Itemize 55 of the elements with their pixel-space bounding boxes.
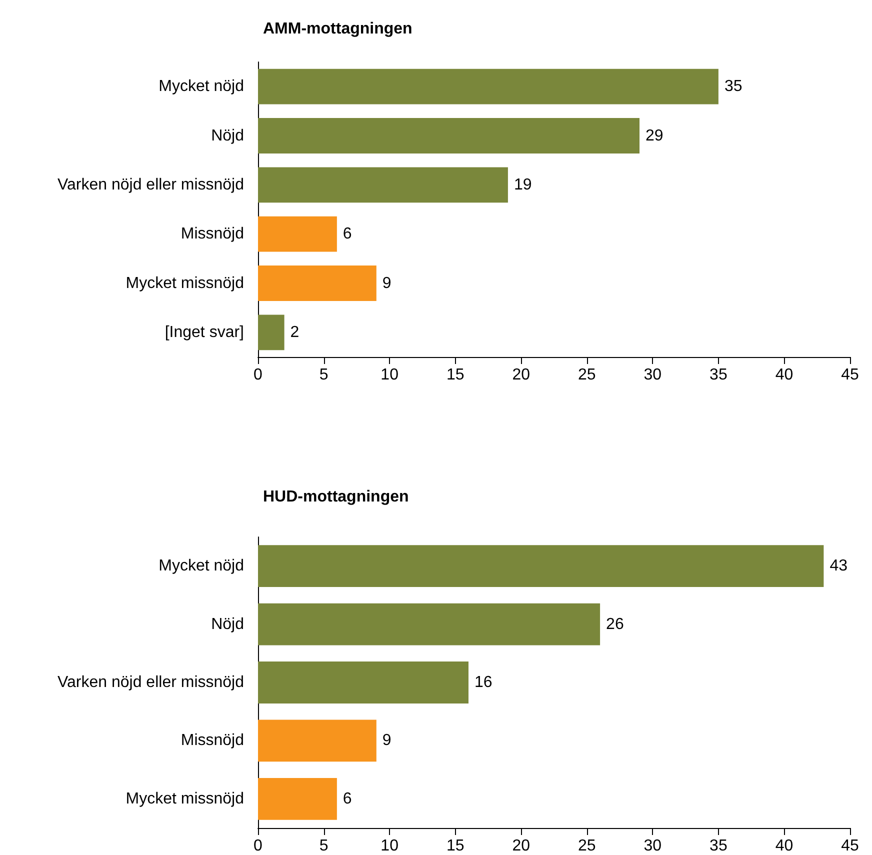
x-tick-label: 30	[644, 838, 662, 854]
x-tick-label: 10	[380, 838, 399, 854]
bar	[258, 68, 718, 104]
x-tick-label: 25	[578, 838, 596, 854]
data-label: 6	[342, 790, 352, 808]
data-label: 6	[342, 226, 352, 243]
y-tick-label: Mycket missnöjd	[126, 274, 244, 292]
x-tick-label: 25	[578, 366, 596, 384]
chart-title: HUD-mottagningen	[263, 488, 409, 506]
y-tick-label: [Inget svar]	[164, 324, 244, 341]
x-tick-label: 40	[775, 366, 794, 384]
data-label: 9	[382, 274, 392, 292]
data-label: 26	[606, 616, 624, 633]
x-tick-label: 45	[841, 838, 859, 854]
x-tick-label: 15	[446, 366, 464, 384]
bar	[258, 545, 824, 588]
bar	[258, 118, 640, 154]
data-label: 16	[474, 674, 492, 691]
bar	[258, 603, 600, 646]
y-tick-label: Mycket missnöjd	[126, 790, 244, 808]
bar	[258, 720, 376, 762]
x-tick-label: 5	[319, 366, 328, 384]
x-tick-label: 0	[254, 366, 263, 384]
x-tick-label: 5	[319, 838, 328, 854]
y-tick-label: Varken nöjd eller missnöjd	[58, 176, 244, 194]
chart-title: AMM-mottagningen	[263, 20, 412, 38]
x-tick-label: 45	[841, 366, 859, 384]
x-tick-label: 35	[710, 366, 728, 384]
bar	[258, 314, 284, 350]
bar	[258, 266, 376, 301]
bar	[258, 662, 468, 704]
y-tick-label: Mycket nöjd	[158, 78, 244, 96]
bar	[258, 778, 337, 820]
y-tick-label: Varken nöjd eller missnöjd	[58, 674, 244, 691]
data-label: 29	[646, 127, 664, 144]
x-tick-label: 30	[644, 366, 662, 384]
x-tick-label: 0	[254, 838, 263, 854]
x-tick-label: 20	[512, 838, 530, 854]
y-tick-label: Nöjd	[211, 616, 244, 633]
y-tick-label: Missnöjd	[180, 732, 244, 750]
y-tick-label: Nöjd	[211, 127, 244, 144]
y-tick-label: Mycket nöjd	[158, 558, 244, 575]
x-tick-label: 40	[775, 838, 794, 854]
data-label: 43	[830, 558, 848, 575]
bar	[258, 167, 508, 203]
data-label: 9	[382, 732, 392, 750]
data-label: 35	[724, 78, 742, 96]
data-label: 2	[290, 324, 300, 341]
y-tick-label: Missnöjd	[180, 226, 244, 243]
x-tick-label: 10	[380, 366, 399, 384]
x-tick-label: 15	[446, 838, 464, 854]
bar	[258, 216, 337, 252]
x-tick-label: 35	[710, 838, 728, 854]
data-label: 19	[514, 176, 532, 194]
x-tick-label: 20	[512, 366, 530, 384]
